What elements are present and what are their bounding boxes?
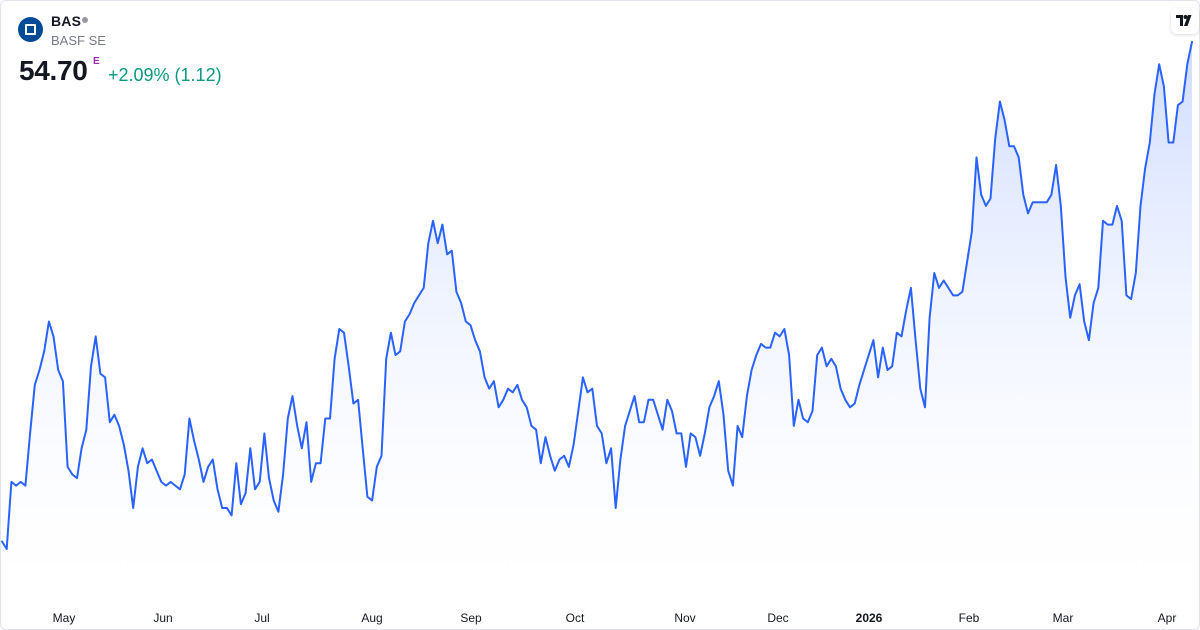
- x-tick-label: May: [53, 611, 76, 625]
- x-tick-label: Oct: [566, 611, 585, 625]
- x-tick-label: Nov: [674, 611, 695, 625]
- x-tick-label: Dec: [767, 611, 788, 625]
- tradingview-logo-icon[interactable]: [1171, 8, 1199, 34]
- price-flag: E: [93, 56, 100, 67]
- x-tick-label: Sep: [460, 611, 482, 625]
- company-name: BASF SE: [51, 33, 106, 48]
- price-line: [1, 40, 1193, 550]
- last-price: 54.70: [19, 55, 88, 86]
- x-tick-label: Apr: [1158, 611, 1177, 625]
- x-tick-label: Aug: [361, 611, 382, 625]
- basf-logo-icon: [18, 17, 43, 42]
- x-tick-label: Mar: [1053, 611, 1074, 625]
- price-area-fill: [2, 41, 1192, 591]
- x-tick-label: Jul: [254, 611, 269, 625]
- x-tick-label: 2026: [856, 611, 883, 625]
- x-tick-label: Jun: [153, 611, 172, 625]
- x-axis: May Jun Jul Aug Sep Oct Nov Dec 2026 Feb Mar Apr: [53, 611, 1177, 625]
- ticker-symbol[interactable]: BAS: [51, 13, 82, 29]
- x-tick-label: Feb: [959, 611, 980, 625]
- price-change: +2.09% (1.12): [108, 65, 222, 85]
- market-status-dot-icon: [82, 17, 88, 23]
